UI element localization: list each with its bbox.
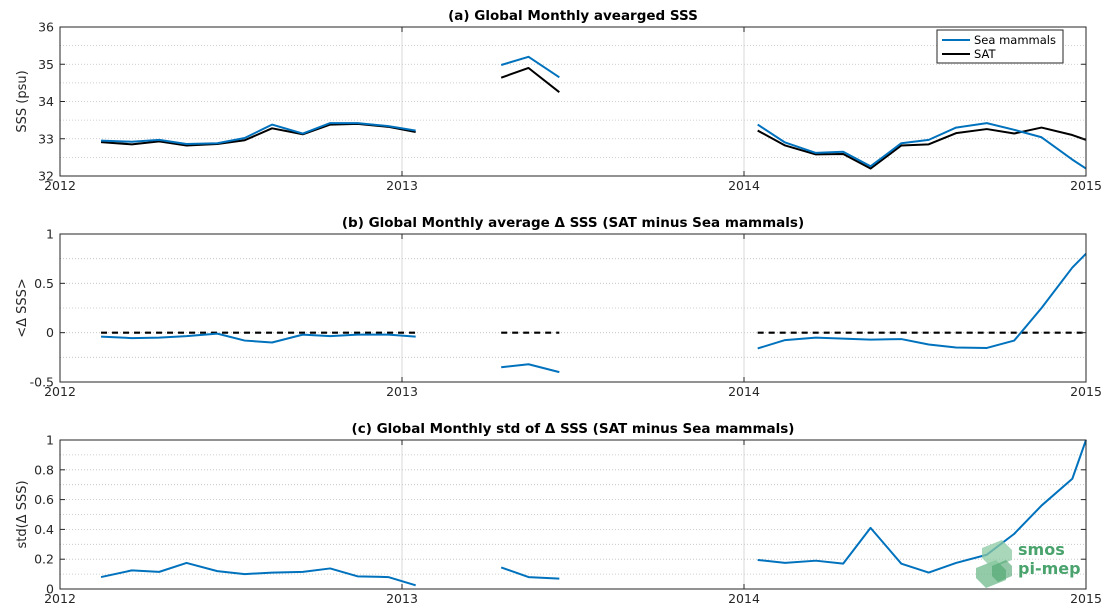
series-line-delta-sss [757,253,1087,350]
plot-area-border [59,233,1087,383]
plot-area-border [59,439,1087,590]
legend-box [936,29,1064,64]
x-tick-label: 2015 [1070,591,1102,606]
y-tick-label: 0.2 [34,552,54,567]
y-tick-label: 1 [46,433,54,448]
y-tick-label: 0.4 [34,522,54,537]
logo-text-smos: smos [1018,540,1065,559]
x-tick-label: 2012 [44,591,76,606]
x-tick-label: 2012 [44,384,76,399]
legend-label: Sea mammals [974,33,1056,47]
series-line-sat [500,66,560,93]
x-tick-label: 2015 [1070,384,1102,399]
series-line-delta-sss [501,363,560,374]
y-tick-label: 0.5 [34,276,54,291]
y-tick-label: 32 [38,169,54,184]
y-axis-label: std(Δ SSS) [15,480,30,548]
series-line-sat [757,126,1087,170]
smos-pi-mep-logo: smos pi-mep [976,540,1081,588]
x-tick-label: 2013 [386,178,418,193]
chart-panel-2: -0.5 0 0.5 1 2012 2013 2014 2015 (b) Global Mont… [15,215,1102,399]
y-tick-label: 33 [38,131,54,146]
y-tick-label: 0.6 [34,492,54,507]
chart-panel-1: 32 33 34 35 36 2012 2013 2014 2015 (a) Global Mon… [15,8,1102,193]
series-line-delta-sss [100,332,416,344]
chart-title: (c) Global Monthly std of Δ SSS (SAT min… [352,421,795,437]
x-tick-label: 2014 [728,178,760,193]
x-tick-label: 2014 [728,384,760,399]
x-tick-label: 2015 [1070,178,1102,193]
y-tick-label: 1 [46,227,54,242]
logo-mark-icon [976,540,1012,588]
series-line-delta-sss [757,439,1087,574]
y-tick-label: 36 [38,20,54,35]
chart-title: (b) Global Monthly average Δ SSS (SAT mi… [342,215,804,231]
chart-panel-3: 0 0.2 0.4 0.6 0.8 1 2012 2013 2014 2015 (c) Global… [15,421,1102,606]
y-tick-label: 0.8 [34,462,54,477]
series-line-sea-mammals [101,122,416,145]
chart-panels: 32 33 34 35 36 2012 2013 2014 2015 (a) Global Mon… [15,8,1102,606]
series-line-delta-sss [500,566,560,580]
y-axis-label: <Δ SSS> [15,278,30,338]
y-tick-label: 34 [38,94,54,109]
x-tick-label: 2013 [386,591,418,606]
x-tick-label: 2014 [728,591,760,606]
series-line-sea-mammals [757,122,1087,170]
series-line-delta-sss [100,561,416,587]
chart-title: (a) Global Monthly avearged SSS [448,8,698,24]
y-tick-label: 0 [46,325,54,340]
y-axis-label: SSS (psu) [15,70,30,132]
series-line-sat [100,122,416,147]
x-tick-label: 2013 [386,384,418,399]
series-line-sea-mammals [500,55,560,79]
x-tick-label: 2012 [44,178,76,193]
y-tick-label: -0.5 [30,375,54,390]
y-tick-label: 0 [46,582,54,597]
logo-text-pi-mep: pi-mep [1018,559,1081,578]
y-tick-label: 35 [38,57,54,72]
legend-label: SAT [974,47,996,61]
